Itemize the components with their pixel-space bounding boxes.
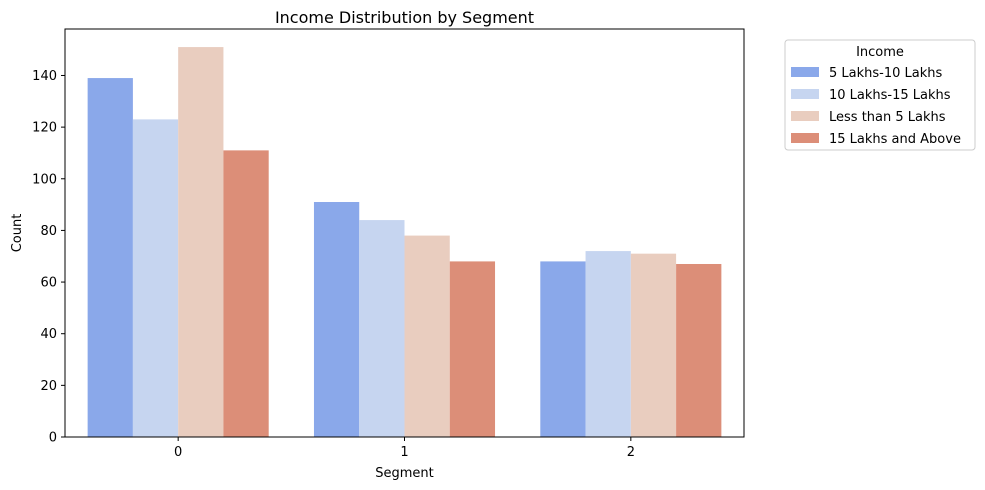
legend-title: Income: [856, 45, 904, 60]
bar-segment-2-series-4: [676, 263, 722, 437]
y-tick-label: 0: [49, 431, 57, 446]
bar-segment-0-series-4: [223, 150, 269, 437]
legend-items: 5 Lakhs-10 Lakhs 10 Lakhs-15 Lakhs Less th…: [791, 66, 961, 147]
legend-label: 5 Lakhs-10 Lakhs: [829, 66, 942, 81]
legend-label: 15 Lakhs and Above: [829, 132, 961, 147]
y-tick-label: 120: [32, 121, 57, 136]
bar-segment-1-series-1: [313, 202, 360, 437]
legend-swatch: [791, 67, 819, 77]
legend-label: 10 Lakhs-15 Lakhs: [829, 88, 951, 103]
x-tick-label: 1: [400, 445, 408, 460]
bar-segment-2-series-2: [585, 251, 631, 437]
y-tick-label: 40: [40, 327, 57, 342]
y-tick-label: 100: [32, 172, 57, 187]
x-tick-label: 2: [627, 445, 635, 460]
legend-swatch: [791, 111, 819, 121]
y-axis: 0 20 40 60 80 100 120 140: [32, 69, 65, 446]
bar-segment-1-series-2: [359, 220, 405, 437]
legend: Income 5 Lakhs-10 Lakhs 10 Lakhs-15 Lakhs…: [784, 39, 976, 151]
x-axis-label: Segment: [375, 466, 434, 481]
y-tick-label: 80: [40, 224, 57, 239]
bar-segment-2-series-1: [540, 261, 586, 437]
chart-title: Income Distribution by Segment: [275, 8, 534, 27]
y-axis-label: Count: [10, 214, 25, 253]
x-axis: 0 1 2: [174, 437, 635, 460]
y-tick-label: 140: [32, 69, 57, 84]
x-tick-label: 0: [174, 445, 182, 460]
bar-segment-1-series-3: [404, 235, 450, 437]
bars-layer: [87, 47, 722, 437]
bar-segment-0-series-2: [132, 119, 179, 437]
bar-segment-2-series-3: [630, 253, 677, 437]
legend-swatch: [791, 133, 819, 143]
bar-segment-0-series-1: [87, 78, 133, 437]
y-tick-label: 20: [40, 379, 57, 394]
legend-box: [784, 39, 976, 151]
y-tick-label: 60: [40, 276, 57, 291]
legend-swatch: [791, 89, 819, 99]
bar-segment-1-series-4: [449, 261, 496, 437]
plot-frame: [64, 28, 745, 438]
legend-label: Less than 5 Lakhs: [829, 110, 946, 125]
bar-segment-0-series-3: [178, 47, 224, 437]
